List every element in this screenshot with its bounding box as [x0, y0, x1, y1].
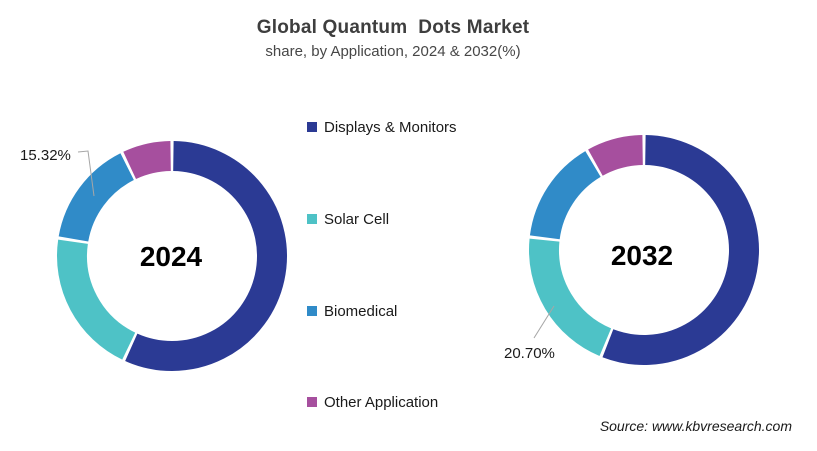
legend-label-displays-monitors: Displays & Monitors — [324, 118, 457, 136]
legend-label-solar-cell: Solar Cell — [324, 210, 390, 228]
source-text: Source: www.kbvresearch.com — [599, 418, 792, 434]
chart-title: Global Quantum Dots Market — [256, 17, 530, 38]
callout-label-2032-solar-cell: 20.70% — [504, 345, 555, 362]
legend-swatch-other-application-icon — [307, 397, 317, 407]
chart-header: Global Quantum Dots Market share, by App… — [0, 17, 786, 60]
legend-item-solar-cell: Solar Cell — [307, 210, 389, 228]
callout-leader-line-2024 — [77, 150, 95, 197]
donut-2032 — [529, 135, 759, 365]
donut-2032-segment-solar-cell — [529, 238, 612, 357]
donut-2024-segment-solar-cell — [57, 239, 136, 360]
legend-item-displays-monitors: Displays & Monitors — [307, 118, 457, 136]
callout-leader-line-2032 — [533, 305, 555, 339]
chart-subtitle: share, by Application, 2024 & 2032(%) — [265, 43, 521, 60]
donut-2024-center-label: 2024 — [140, 241, 203, 272]
legend-swatch-biomedical-icon — [307, 306, 317, 316]
donut-2024-segment-other-application — [123, 141, 172, 180]
donut-2032-segment-biomedical — [529, 151, 602, 240]
legend-swatch-displays-monitors-icon — [307, 122, 317, 132]
legend-item-biomedical: Biomedical — [307, 302, 397, 320]
donut-2024 — [57, 141, 287, 371]
legend-item-other-application: Other Application — [307, 393, 438, 411]
donut-2024-segment-displays-monitors — [125, 141, 287, 371]
donut-2032-segment-other-application — [588, 135, 644, 176]
donut-2032-segment-displays-monitors — [602, 135, 759, 365]
legend-label-other-application: Other Application — [324, 393, 439, 411]
callout-label-2024-biomedical: 15.32% — [20, 147, 71, 164]
legend-swatch-solar-cell-icon — [307, 214, 317, 224]
donut-2032-center-label: 2032 — [611, 240, 673, 271]
legend-label-biomedical: Biomedical — [324, 302, 398, 320]
donut-2024-segment-biomedical — [58, 153, 135, 243]
